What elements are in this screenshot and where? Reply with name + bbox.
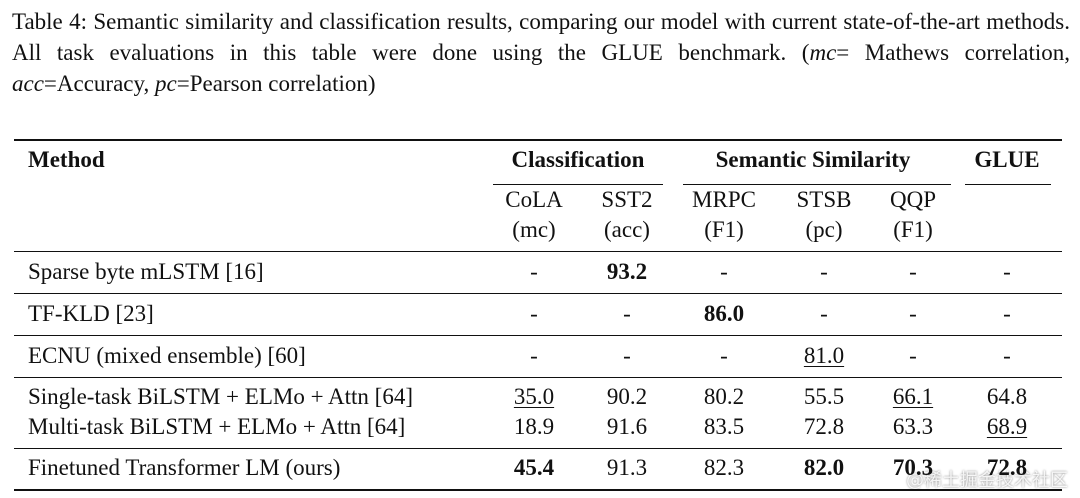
caption-text: Table 4: Semantic similarity and classif… xyxy=(12,9,1070,65)
sub-header: QQP xyxy=(889,187,937,212)
row-rule xyxy=(14,293,1062,294)
cell: 81.0 xyxy=(803,343,845,368)
cell: 66.1 xyxy=(892,384,934,409)
cell: 72.8 xyxy=(803,414,845,439)
caption-abbrev: mc xyxy=(809,40,837,65)
sub-header: (F1) xyxy=(704,217,744,242)
cell: - xyxy=(820,259,828,284)
group-rule xyxy=(683,184,951,185)
sub-header: SST2 xyxy=(601,187,653,212)
cell: - xyxy=(909,343,917,368)
cell: 82.3 xyxy=(703,455,745,480)
sub-header: MRPC xyxy=(692,187,756,212)
caption-abbrev: acc xyxy=(12,71,44,96)
group-rule xyxy=(965,184,1051,185)
method-name: TF-KLD [23] xyxy=(28,301,154,326)
cell: - xyxy=(623,301,631,326)
cell: 18.9 xyxy=(513,414,555,439)
sub-header: (acc) xyxy=(604,217,650,242)
method-name: Sparse byte mLSTM [16] xyxy=(28,259,264,284)
cell: - xyxy=(1003,259,1011,284)
cell: 90.2 xyxy=(606,384,648,409)
sub-header: (F1) xyxy=(893,217,933,242)
method-name: Single-task BiLSTM + ELMo + Attn [64] xyxy=(28,384,413,409)
header-rule xyxy=(14,251,1062,252)
top-rule xyxy=(14,139,1062,141)
cell: - xyxy=(530,343,538,368)
cell: 68.9 xyxy=(986,414,1028,439)
cell: - xyxy=(530,301,538,326)
method-name: Finetuned Transformer LM (ours) xyxy=(28,455,341,480)
cell: - xyxy=(909,259,917,284)
cell: 86.0 xyxy=(703,301,745,326)
cell: - xyxy=(530,259,538,284)
cell: - xyxy=(720,259,728,284)
cell: 70.3 xyxy=(892,455,934,480)
cell: - xyxy=(1003,301,1011,326)
cell: - xyxy=(1003,343,1011,368)
cell: 91.6 xyxy=(606,414,648,439)
cell: 72.8 xyxy=(986,455,1028,480)
group-header: Classification xyxy=(511,147,645,172)
cell: - xyxy=(623,343,631,368)
bottom-rule xyxy=(14,489,1062,491)
method-name: ECNU (mixed ensemble) [60] xyxy=(28,343,306,368)
cell: 82.0 xyxy=(803,455,845,480)
watermark: @稀土掘金技术社区 xyxy=(906,470,1068,491)
cell: 83.5 xyxy=(703,414,745,439)
cell: - xyxy=(820,301,828,326)
group-rule xyxy=(493,184,663,185)
cell: 63.3 xyxy=(892,414,934,439)
caption-text: =Accuracy, xyxy=(43,71,156,96)
cell: 64.8 xyxy=(986,384,1028,409)
caption-abbrev: pc xyxy=(155,71,177,96)
cell: 91.3 xyxy=(606,455,648,480)
column-header: Method xyxy=(28,147,105,172)
cell: 35.0 xyxy=(513,384,555,409)
sub-header: CoLA xyxy=(505,187,563,212)
cell: 45.4 xyxy=(513,455,555,480)
row-rule xyxy=(14,448,1062,449)
method-name: Multi-task BiLSTM + ELMo + Attn [64] xyxy=(28,414,406,439)
caption: Table 4: Semantic similarity and classif… xyxy=(12,6,1070,99)
row-rule xyxy=(14,335,1062,336)
row-rule xyxy=(14,377,1062,378)
group-header: GLUE xyxy=(974,147,1040,172)
sub-header: (pc) xyxy=(805,217,843,242)
cell: 55.5 xyxy=(803,384,845,409)
caption-text: = Mathews correlation, xyxy=(836,40,1070,65)
cell: - xyxy=(909,301,917,326)
cell: 93.2 xyxy=(606,259,648,284)
group-header: Semantic Similarity xyxy=(715,147,911,172)
caption-text: =Pearson correlation) xyxy=(176,71,376,96)
cell: - xyxy=(720,343,728,368)
sub-header: STSB xyxy=(796,187,852,212)
cell: 80.2 xyxy=(703,384,745,409)
sub-header: (mc) xyxy=(512,217,556,242)
